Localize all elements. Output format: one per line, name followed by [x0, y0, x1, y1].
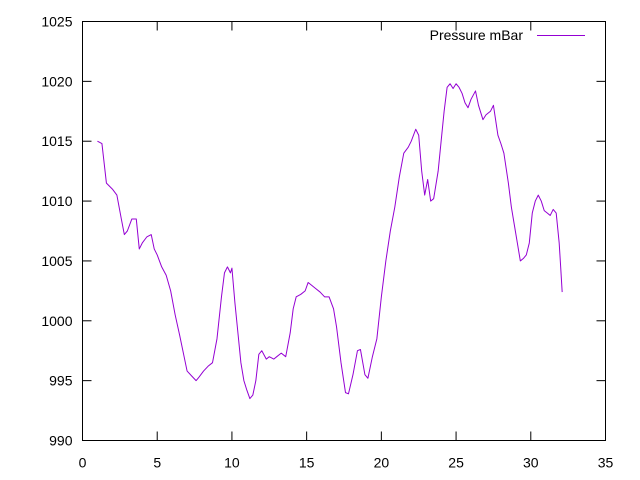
- y-tick-label: 1020: [41, 73, 72, 89]
- y-tick-label: 1015: [41, 133, 72, 149]
- y-tick-label: 1000: [41, 313, 72, 329]
- x-tick-label: 25: [448, 455, 464, 471]
- y-axis-ticks: 990 995 1000 1005 1010 1015 1020 1025: [41, 14, 606, 449]
- x-tick-label: 15: [299, 455, 315, 471]
- x-axis-ticks: 0 5 10 15 20 25 30 35: [79, 21, 614, 471]
- x-tick-label: 20: [374, 455, 390, 471]
- plot-frame: [82, 21, 606, 441]
- y-tick-label: 1025: [41, 14, 72, 30]
- y-tick-label: 995: [49, 373, 73, 389]
- x-tick-label: 30: [523, 455, 539, 471]
- series-layer: [97, 83, 563, 400]
- x-tick-label: 0: [79, 455, 87, 471]
- x-tick-label: 10: [224, 455, 240, 471]
- x-tick-label: 5: [153, 455, 161, 471]
- y-tick-label: 1005: [41, 253, 72, 269]
- x-tick-label: 35: [598, 455, 614, 471]
- y-tick-label: 1010: [41, 193, 72, 209]
- legend-label: Pressure mBar: [430, 27, 524, 43]
- series-line-0: [97, 83, 563, 400]
- y-tick-label: 990: [49, 433, 73, 449]
- legend: Pressure mBar: [430, 27, 585, 43]
